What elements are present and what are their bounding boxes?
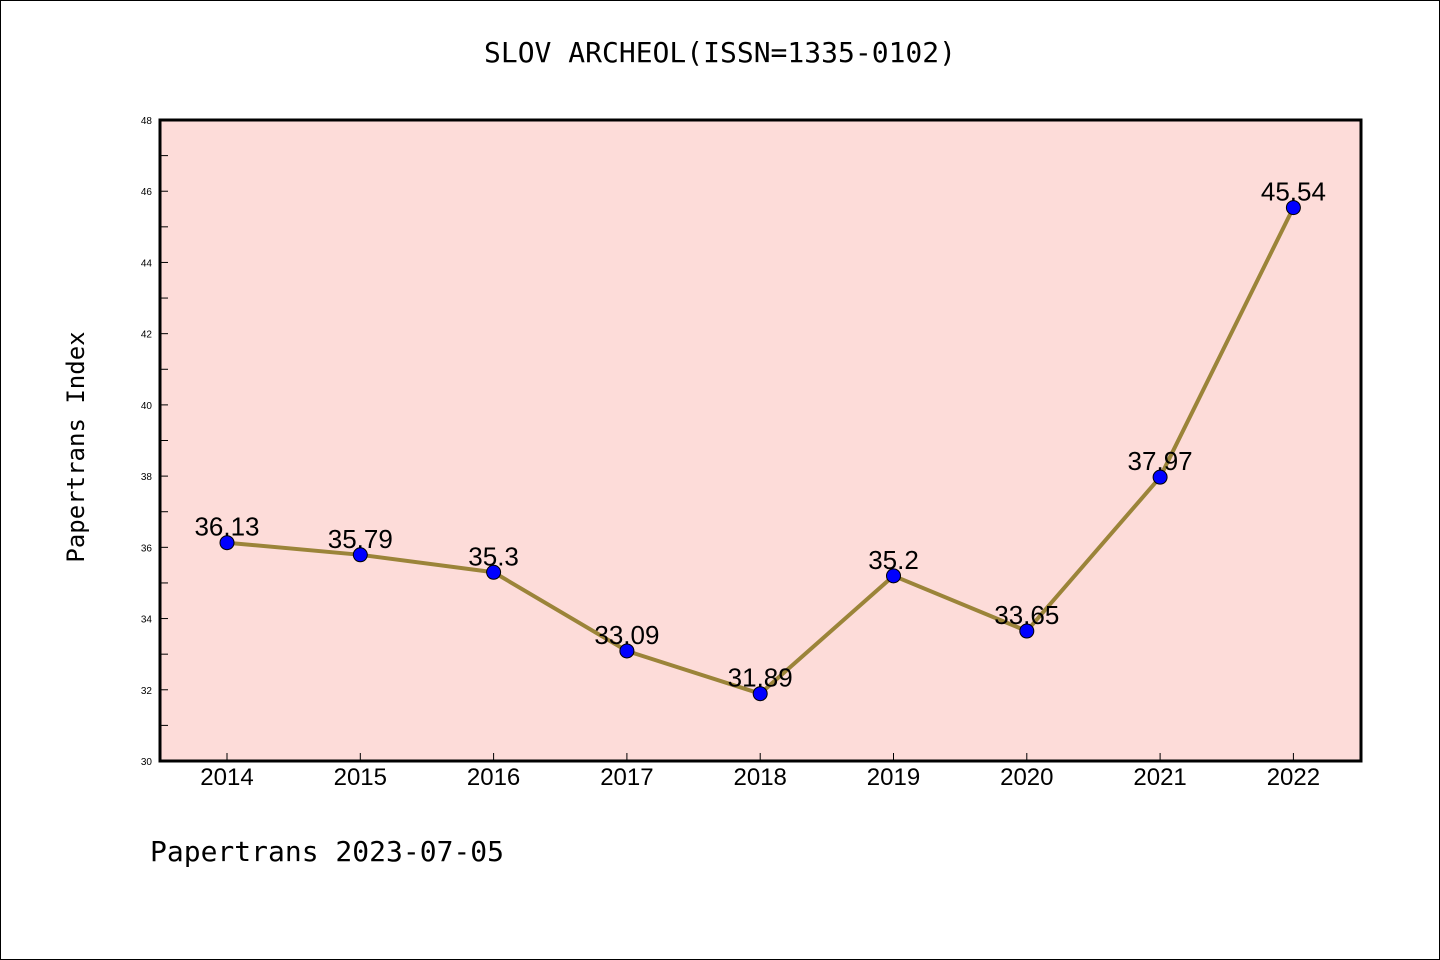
- y-tick-label: 44: [141, 258, 153, 269]
- data-label: 35.2: [868, 545, 919, 575]
- x-tick-label: 2014: [200, 764, 253, 791]
- x-tick-label: 2022: [1267, 764, 1320, 791]
- data-point: [619, 643, 635, 659]
- data-point: [1152, 469, 1168, 485]
- data-label: 37.97: [1128, 446, 1193, 476]
- chart-title: SLOV ARCHEOL(ISSN=1335-0102): [483, 36, 956, 69]
- y-tick-label: 36: [141, 543, 153, 554]
- y-tick-label: 34: [141, 615, 153, 626]
- y-tick-label: 30: [141, 757, 153, 768]
- data-point: [352, 547, 368, 563]
- y-tick-label: 38: [141, 472, 153, 483]
- data-label: 35.3: [468, 541, 519, 571]
- y-axis: 30 32 34 36 38 40 42 44 46 48: [141, 116, 168, 768]
- x-tick-label: 2015: [334, 764, 387, 791]
- x-tick-label: 2016: [467, 764, 520, 791]
- series-layer: 36.13 35.79 35.3 33.09 31.89 35.2 33.65 37.97 45…: [194, 177, 1326, 702]
- x-axis: 2014 2015 2016 2017 2018 2019 2020 2021 2022: [200, 753, 1320, 791]
- x-tick-label: 2020: [1000, 764, 1053, 791]
- data-point: [219, 535, 235, 551]
- data-label: 31.89: [728, 663, 793, 693]
- footer-note: Papertrans 2023-07-05: [150, 835, 505, 868]
- data-label: 33.65: [994, 600, 1059, 630]
- plot-area: [158, 118, 1363, 763]
- y-tick-label: 32: [141, 686, 153, 697]
- data-point: [752, 686, 768, 702]
- data-point: [1285, 200, 1301, 216]
- data-label: 36.13: [194, 512, 259, 542]
- x-tick-label: 2021: [1133, 764, 1186, 791]
- x-tick-label: 2018: [734, 764, 787, 791]
- data-label: 35.79: [328, 524, 393, 554]
- x-tick-label: 2019: [867, 764, 920, 791]
- data-point: [886, 568, 901, 584]
- data-point: [1019, 623, 1035, 639]
- data-point: [486, 564, 502, 580]
- y-tick-label: 46: [141, 187, 153, 198]
- y-tick-label: 42: [141, 330, 153, 341]
- data-label: 33.09: [594, 620, 659, 650]
- data-label: 45.54: [1261, 177, 1326, 207]
- x-tick-label: 2017: [600, 764, 653, 791]
- y-tick-label: 48: [141, 116, 153, 127]
- y-tick-label: 40: [141, 401, 153, 412]
